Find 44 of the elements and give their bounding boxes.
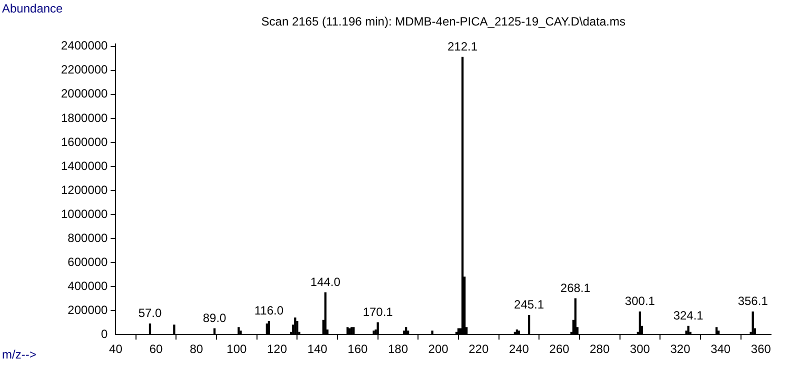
x-tick-label: 180 — [388, 342, 408, 356]
y-tick-label: 1600000 — [61, 134, 108, 149]
y-tick-label: 1800000 — [61, 110, 108, 125]
annotation: 245.1 — [514, 298, 544, 312]
y-tick-label: 0 — [101, 326, 108, 341]
x-tick-label: 340 — [710, 342, 731, 356]
annotation: 300.1 — [624, 294, 656, 308]
annotation: 89.0 — [202, 310, 227, 325]
x-tick-label: 40 — [109, 342, 123, 356]
annotation: 144.0 — [310, 274, 341, 289]
y-tick-label: 800000 — [68, 230, 108, 245]
x-tick-label: 260 — [549, 342, 570, 356]
annotation: 57.0 — [138, 306, 162, 320]
y-tick-label: 2400000 — [61, 38, 108, 53]
x-tick-label: 220 — [468, 342, 489, 356]
y-tick-label: 1200000 — [61, 182, 108, 197]
x-tick-label: 100 — [226, 342, 248, 356]
x-tick-label: 360 — [750, 342, 772, 356]
annotation: 356.1 — [738, 294, 768, 308]
x-tick-label: 280 — [590, 342, 610, 356]
x-tick-label: 140 — [307, 342, 328, 356]
x-tick-label: 120 — [267, 342, 288, 356]
y-tick-label: 200000 — [68, 302, 108, 317]
annotation: 268.1 — [560, 280, 591, 295]
x-tick-label: 60 — [149, 342, 164, 356]
x-tick-label: 80 — [190, 342, 204, 356]
y-tick-label: 1000000 — [61, 206, 108, 221]
x-axis-title: m/z--> — [2, 347, 36, 362]
x-tick-label: 320 — [670, 342, 691, 356]
x-tick-label: 240 — [508, 342, 530, 356]
y-tick-label: 1400000 — [61, 158, 108, 173]
y-axis-title: Abundance — [2, 1, 64, 16]
y-tick-label: 2000000 — [61, 86, 108, 101]
y-tick-label: 400000 — [68, 278, 108, 293]
chart-title: Scan 2165 (11.196 min): MDMB-4en-PICA_2125-19_CAY.D\data.ms — [261, 14, 626, 28]
annotation: 324.1 — [673, 308, 704, 323]
y-tick-label: 2200000 — [61, 62, 108, 77]
y-tick-label: 600000 — [68, 254, 108, 269]
x-tick-label: 160 — [348, 342, 368, 356]
annotation: 170.1 — [362, 304, 394, 319]
annotation: 212.1 — [447, 40, 478, 54]
x-tick-label: 200 — [428, 342, 449, 356]
x-tick-label: 300 — [630, 342, 650, 356]
annotation: 116.0 — [254, 304, 284, 318]
